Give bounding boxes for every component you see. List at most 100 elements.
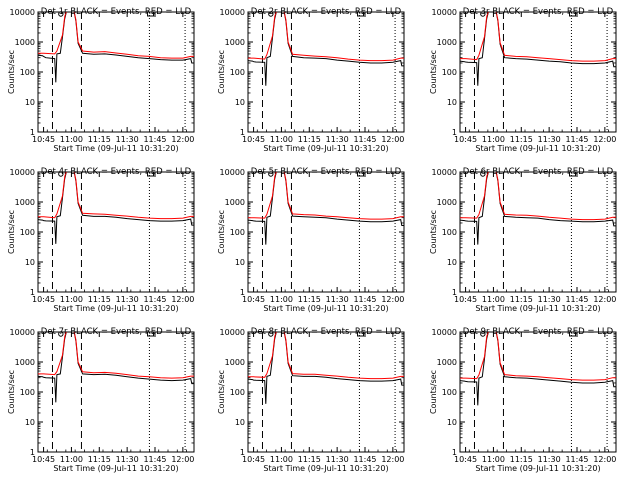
top-circle-marker [268, 171, 274, 177]
x-axis-label: Start Time (09-Jul-11 10:31:20) [475, 144, 600, 153]
x-tick-label: 11:15 [510, 455, 533, 464]
y-tick-label: 1000 [15, 198, 35, 207]
y-tick-label: 10 [25, 98, 35, 107]
detector-panel-1: 1 10 100 1000 10000 10:45 11:00 11:15 11:30 11:45… [7, 7, 195, 153]
x-tick-label: 11:15 [88, 135, 111, 144]
y-tick-label: 100 [230, 228, 245, 237]
y-tick-label: 100 [20, 388, 35, 397]
x-tick-label: 11:00 [60, 295, 83, 304]
y-tick-label: 10 [25, 418, 35, 427]
y-tick-label: 10000 [220, 328, 245, 337]
y-tick-label: 10000 [10, 168, 35, 177]
detector-panel-2: 1 10 100 1000 10000 10:45 11:00 11:15 11:30 11:45… [217, 7, 405, 153]
y-tick-label: 1 [452, 128, 457, 137]
y-tick-label: 10 [25, 258, 35, 267]
x-tick-label: 10:45 [32, 135, 55, 144]
plot-frame [37, 11, 195, 133]
x-tick-label: 10:45 [242, 295, 265, 304]
plot-frame [247, 11, 405, 133]
y-axis-label: Counts/sec [7, 50, 16, 94]
y-tick-label: 1000 [15, 358, 35, 367]
top-bracket-marker [147, 332, 155, 337]
y-tick-label: 100 [442, 388, 457, 397]
x-tick-label: 11:30 [538, 295, 561, 304]
y-tick-label: 1000 [437, 358, 457, 367]
x-tick-label: 11:30 [116, 295, 139, 304]
panel-title: Det 5r BLACK = Events, RED = LLD [251, 167, 402, 177]
x-tick-label: 11:00 [270, 455, 293, 464]
y-tick-label: 1 [30, 288, 35, 297]
top-circle-marker [268, 331, 274, 337]
y-tick-label: 100 [230, 68, 245, 77]
x-tick-label: 11:45 [565, 295, 588, 304]
y-tick-label: 100 [442, 68, 457, 77]
events-series-line [38, 172, 194, 244]
y-axis-label: Counts/sec [217, 210, 226, 254]
x-tick-label: 11:15 [298, 135, 321, 144]
events-series-line [248, 12, 404, 86]
detector-panel-3: 1 10 100 1000 10000 10:45 11:00 11:15 11:30 11:45… [429, 7, 617, 153]
y-tick-label: 10000 [10, 328, 35, 337]
x-tick-label: 10:45 [242, 455, 265, 464]
x-tick-label: 10:45 [454, 455, 477, 464]
y-tick-label: 1 [30, 128, 35, 137]
x-tick-label: 10:45 [32, 295, 55, 304]
x-tick-label: 11:00 [60, 135, 83, 144]
detector-panel-7: 1 10 100 1000 10000 10:45 11:00 11:15 11:30 11:45… [7, 327, 195, 473]
y-axis-label: Counts/sec [7, 210, 16, 254]
x-tick-label: 11:00 [60, 455, 83, 464]
events-series-line [38, 332, 194, 403]
x-axis-label: Start Time (09-Jul-11 10:31:20) [475, 304, 600, 313]
top-bracket-marker [569, 332, 577, 337]
detector-panel-8: 1 10 100 1000 10000 10:45 11:00 11:15 11:30 11:45… [217, 327, 405, 473]
panel-title: Det 3r BLACK = Events, RED = LLD [463, 7, 614, 17]
y-tick-label: 1 [452, 288, 457, 297]
y-tick-label: 10000 [432, 328, 457, 337]
x-tick-label: 11:00 [270, 295, 293, 304]
lld-series-line [248, 172, 404, 220]
x-tick-label: 12:00 [381, 455, 404, 464]
x-tick-label: 11:45 [565, 135, 588, 144]
events-series-line [248, 172, 404, 245]
x-tick-label: 11:30 [326, 455, 349, 464]
y-tick-label: 1000 [437, 198, 457, 207]
x-axis-label: Start Time (09-Jul-11 10:31:20) [263, 304, 388, 313]
x-axis-label: Start Time (09-Jul-11 10:31:20) [53, 304, 178, 313]
detector-panel-4: 1 10 100 1000 10000 10:45 11:00 11:15 11:30 11:45… [7, 167, 195, 313]
x-tick-label: 11:30 [538, 455, 561, 464]
y-tick-label: 10000 [220, 8, 245, 17]
y-tick-label: 100 [230, 388, 245, 397]
y-tick-label: 10 [235, 418, 245, 427]
x-tick-label: 11:15 [88, 455, 111, 464]
x-axis-label: Start Time (09-Jul-11 10:31:20) [53, 144, 178, 153]
lld-series-line [38, 332, 194, 379]
x-tick-label: 11:15 [298, 295, 321, 304]
x-axis-label: Start Time (09-Jul-11 10:31:20) [263, 464, 388, 473]
x-tick-label: 11:00 [482, 455, 505, 464]
panel-title: Det 8r BLACK = Events, RED = LLD [251, 327, 402, 337]
x-tick-label: 11:45 [143, 295, 166, 304]
top-circle-marker [268, 11, 274, 17]
top-bracket-marker [357, 12, 365, 17]
x-tick-label: 11:00 [270, 135, 293, 144]
y-axis-label: Counts/sec [429, 50, 438, 94]
x-tick-label: 11:00 [482, 295, 505, 304]
y-tick-label: 1000 [15, 38, 35, 47]
top-circle-marker [480, 11, 486, 17]
x-tick-label: 12:00 [381, 135, 404, 144]
x-tick-label: 12:00 [593, 295, 616, 304]
panel-title: Det 2r BLACK = Events, RED = LLD [251, 7, 402, 17]
panel-title: Det 1r BLACK = Events, RED = LLD [41, 7, 192, 17]
plot-frame [247, 171, 405, 293]
plot-frame [247, 331, 405, 453]
x-axis-label: Start Time (09-Jul-11 10:31:20) [53, 464, 178, 473]
y-tick-label: 10000 [432, 168, 457, 177]
detector-panel-9: 1 10 100 1000 10000 10:45 11:00 11:15 11:30 11:45… [429, 327, 617, 473]
y-tick-label: 1 [452, 448, 457, 457]
lld-series-line [460, 332, 616, 381]
x-tick-label: 11:15 [88, 295, 111, 304]
y-tick-label: 10000 [432, 8, 457, 17]
top-circle-marker [480, 171, 486, 177]
lld-series-line [38, 172, 194, 220]
x-tick-label: 12:00 [593, 455, 616, 464]
